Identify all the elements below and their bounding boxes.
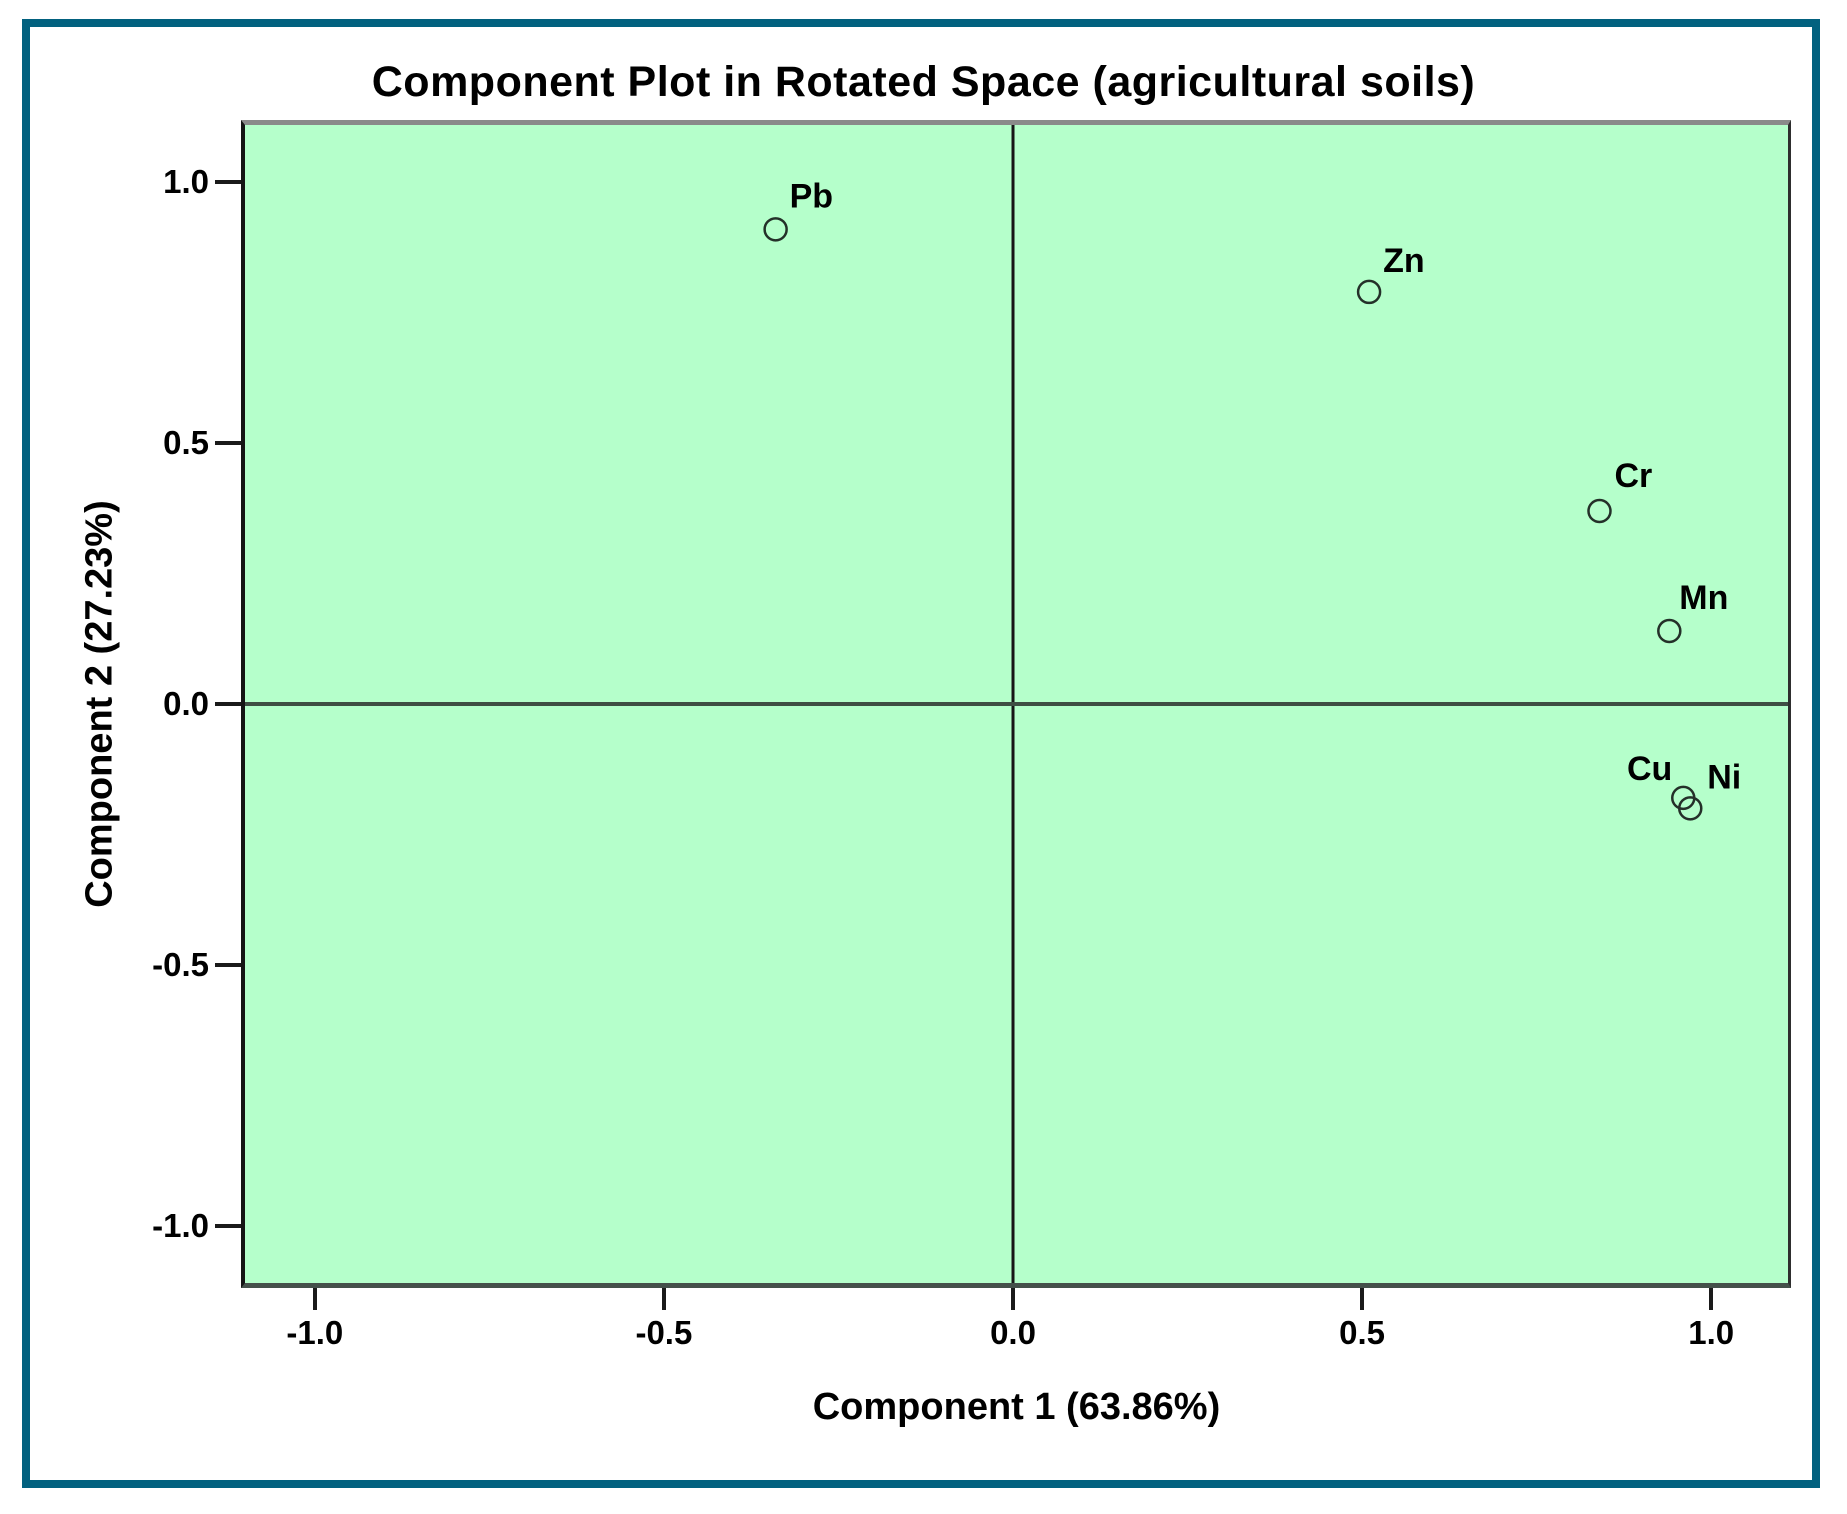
y-axis-title: Component 2 (27.23%) (78, 500, 121, 908)
data-point-pb (763, 217, 788, 242)
y-tick-mark (215, 1223, 241, 1228)
y-tick-label: 1.0 (163, 163, 209, 201)
x-tick-label: -1.0 (286, 1314, 344, 1351)
y-tick-mark (215, 962, 241, 967)
chart-title: Component Plot in Rotated Space (agricul… (371, 58, 1476, 106)
scatter-svg: Pb Zn Cr Mn Cu Ni (245, 125, 1788, 1283)
x-tick-mark (312, 1288, 317, 1310)
x-axis-title: Component 1 (63.86%) (812, 1386, 1221, 1428)
x-tick-label: 0.5 (1339, 1314, 1386, 1351)
data-point-zn (1356, 279, 1382, 305)
x-tick-mark (1011, 1288, 1015, 1310)
x-tick-mark (661, 1288, 666, 1310)
data-point-cr (1587, 498, 1612, 524)
point-label-cu: Cu (1627, 750, 1672, 788)
point-label-ni: Ni (1707, 758, 1741, 796)
y-tick-mark (215, 441, 241, 446)
point-label-cr: Cr (1614, 457, 1652, 495)
y-tick-label: 0.5 (163, 424, 209, 462)
point-label-mn: Mn (1679, 579, 1728, 617)
x-tick-mark (1360, 1288, 1365, 1310)
x-tick-label: 0.0 (990, 1314, 1036, 1351)
data-point-mn (1657, 618, 1682, 644)
y-tick-mark (215, 180, 241, 185)
point-label-zn: Zn (1383, 242, 1425, 280)
x-tick-label: 1.0 (1688, 1314, 1735, 1351)
plot-area: Pb Zn Cr Mn Cu Ni (241, 120, 1791, 1288)
data-point-ni (1678, 796, 1703, 821)
x-tick-mark (1709, 1288, 1714, 1310)
y-tick-label: -0.5 (152, 945, 209, 983)
y-tick-mark (215, 702, 241, 706)
y-tick-label: 0.0 (163, 685, 209, 722)
x-tick-label: -0.5 (635, 1314, 693, 1351)
y-tick-label: -1.0 (152, 1206, 209, 1244)
point-label-pb: Pb (790, 177, 833, 215)
